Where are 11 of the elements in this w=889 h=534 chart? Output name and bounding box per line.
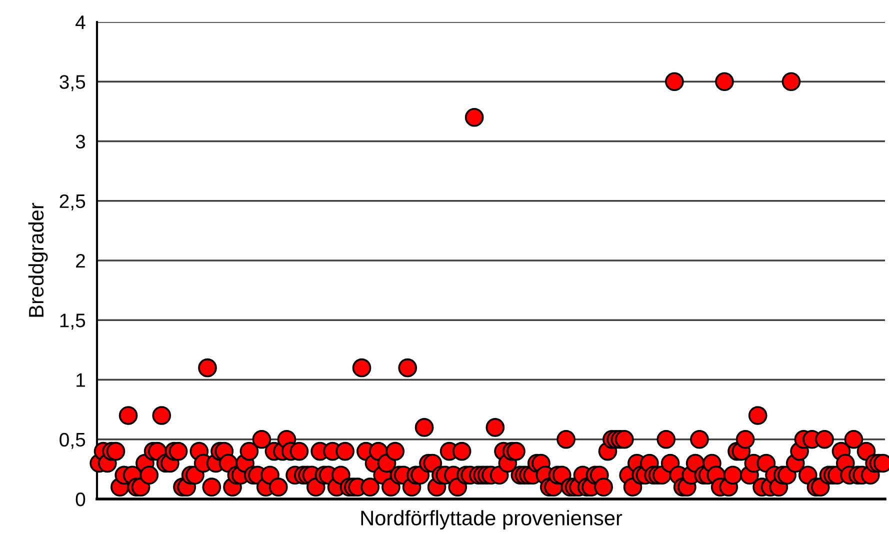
x-axis-title: Nordförflyttade provenienser	[361, 510, 622, 530]
y-tick-label: 2	[76, 254, 85, 268]
y-tick-label: 1	[76, 373, 85, 387]
y-tick-label: 0,5	[60, 432, 86, 449]
y-tick-label: 3,5	[60, 75, 86, 92]
y-tick-label: 3	[76, 134, 86, 148]
y-tick-label: 0	[76, 492, 86, 506]
y-axis-title: Breddgrader	[28, 202, 48, 317]
y-tick-label: 2,5	[60, 194, 86, 210]
y-tick-label: 4	[76, 16, 86, 30]
y-tick-label: 1,5	[60, 314, 86, 330]
